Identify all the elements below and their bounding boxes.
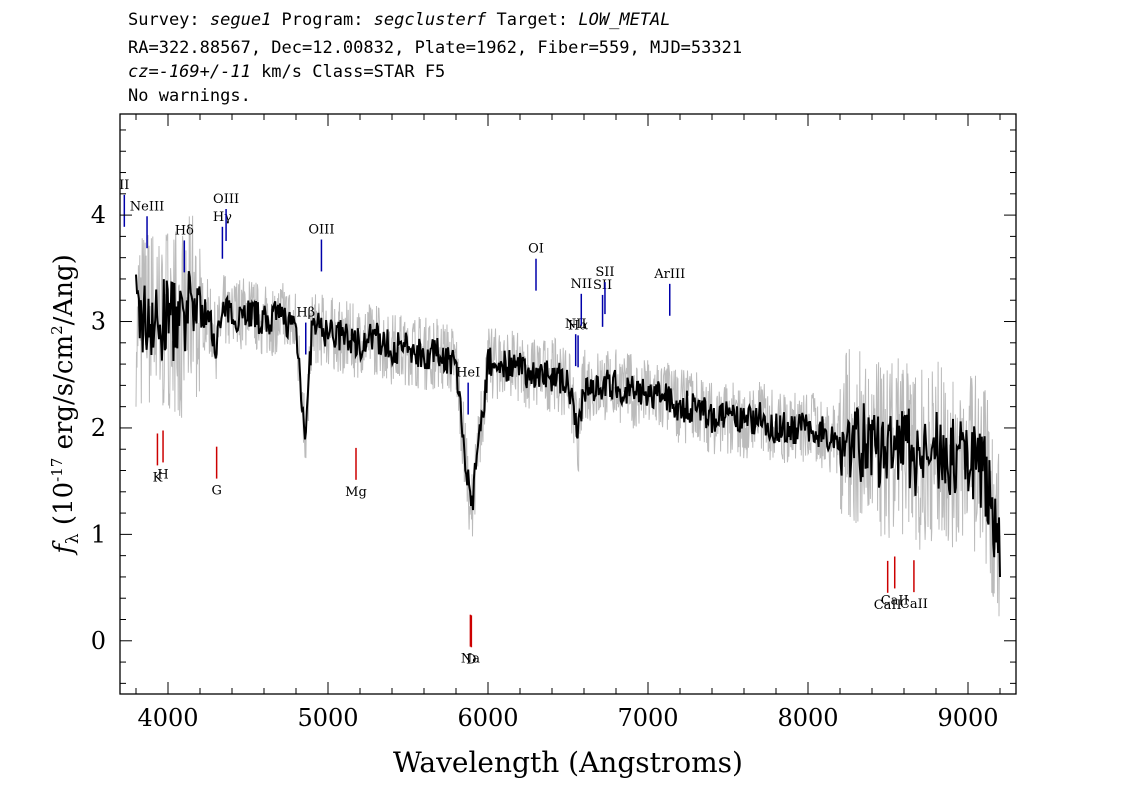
- x-tick-label: 8000: [777, 704, 838, 732]
- x-tick-label: 6000: [457, 704, 518, 732]
- emission-line-label: SII: [593, 278, 612, 293]
- absorption-line-label: Na: [461, 652, 480, 667]
- emission-line-label: Hγ: [213, 210, 232, 225]
- emission-line-label: HeI: [456, 366, 480, 381]
- y-axis-label: fλ (10-17 erg/s/cm2/Ang): [48, 254, 83, 556]
- emission-line-label: Hβ: [296, 306, 315, 321]
- y-tick-label: 4: [91, 201, 106, 229]
- header-line-1: Survey: segue1 Program: segclusterf Targ…: [128, 10, 671, 30]
- emission-line-label: NeIII: [130, 199, 164, 214]
- header-line-2: RA=322.88567, Dec=12.00832, Plate=1962, …: [128, 38, 743, 58]
- emission-line-label: ArIII: [653, 267, 685, 282]
- absorption-line-label: D: [466, 652, 476, 667]
- absorption-line-label: CaII: [881, 593, 909, 608]
- absorption-line-label: CaII: [900, 597, 928, 612]
- absorption-line-label: G: [211, 484, 221, 499]
- x-axis-label: Wavelength (Angstroms): [393, 746, 743, 779]
- x-tick-label: 4000: [137, 704, 198, 732]
- absorption-line-label: K: [153, 470, 163, 485]
- x-tick-label: 9000: [937, 704, 998, 732]
- emission-line-label: Hδ: [175, 223, 194, 238]
- absorption-line-label: Mg: [345, 485, 367, 500]
- raw-flux-layer: [135, 215, 1001, 617]
- x-tick-label: 5000: [297, 704, 358, 732]
- plot-frame: [119, 113, 1017, 695]
- absorption-line-label: CaII: [874, 598, 902, 613]
- emission-line-label: OIII: [308, 223, 334, 238]
- emission-line-label: II: [119, 178, 129, 193]
- emission-line-label: OIII: [213, 192, 239, 207]
- smoothed-flux-line: [135, 271, 1001, 578]
- emission-line-label: SII: [595, 265, 614, 280]
- y-tick-label: 3: [91, 308, 106, 336]
- header-line-4: No warnings.: [128, 86, 251, 106]
- smoothed-flux-layer: [135, 271, 1001, 578]
- emission-line-label: OI: [528, 242, 544, 257]
- raw-flux-line: [135, 215, 1001, 617]
- axis-ticks: 4000 5000 6000 7000 8000 9000 0 1 2 3 4: [91, 114, 1016, 732]
- x-tick-label: 7000: [617, 704, 678, 732]
- y-tick-label: 0: [91, 627, 106, 655]
- y-tick-label: 1: [91, 520, 106, 548]
- absorption-line-label: H: [157, 467, 168, 482]
- y-tick-label: 2: [91, 414, 106, 442]
- emission-line-label: Hα: [568, 318, 588, 333]
- header-line-3: cz=-169+/-11 km/s Class=STAR F5: [128, 62, 446, 82]
- emission-line-label: NII: [570, 277, 592, 292]
